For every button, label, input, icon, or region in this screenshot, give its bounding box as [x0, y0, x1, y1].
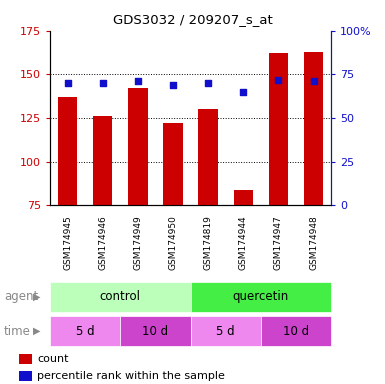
Text: time: time [4, 325, 31, 338]
Text: percentile rank within the sample: percentile rank within the sample [37, 371, 225, 381]
Text: GSM174948: GSM174948 [309, 215, 318, 270]
Text: agent: agent [4, 290, 38, 303]
Text: GSM174946: GSM174946 [98, 215, 107, 270]
Point [170, 82, 176, 88]
Text: GSM174950: GSM174950 [169, 215, 177, 270]
Text: GSM174947: GSM174947 [274, 215, 283, 270]
Point [310, 78, 316, 84]
Point [240, 89, 246, 95]
Bar [58, 97, 77, 336]
Text: 10 d: 10 d [283, 325, 309, 338]
Bar [261, 316, 331, 346]
Bar [50, 316, 120, 346]
Text: GSM174945: GSM174945 [63, 215, 72, 270]
Bar [199, 109, 218, 336]
Text: 5 d: 5 d [216, 325, 235, 338]
Bar [50, 281, 191, 312]
Bar [191, 281, 331, 312]
Point [65, 80, 71, 86]
Bar [304, 52, 323, 336]
Point [205, 80, 211, 86]
Text: quercetin: quercetin [233, 290, 289, 303]
Text: 5 d: 5 d [76, 325, 94, 338]
Bar [19, 371, 32, 381]
Bar [163, 123, 182, 336]
Point [135, 78, 141, 84]
Bar [269, 53, 288, 336]
Text: GSM174819: GSM174819 [204, 215, 213, 270]
Bar [19, 354, 32, 364]
Text: GSM174944: GSM174944 [239, 215, 248, 270]
Bar [234, 190, 253, 336]
Point [275, 76, 281, 83]
Point [100, 80, 106, 86]
Text: 10 d: 10 d [142, 325, 169, 338]
Text: count: count [37, 354, 69, 364]
Bar [93, 116, 112, 336]
Text: GSM174949: GSM174949 [133, 215, 142, 270]
Text: ▶: ▶ [33, 291, 41, 302]
Bar [120, 316, 191, 346]
Text: GDS3032 / 209207_s_at: GDS3032 / 209207_s_at [113, 13, 272, 26]
Text: ▶: ▶ [33, 326, 41, 336]
Bar [128, 88, 147, 336]
Text: control: control [100, 290, 141, 303]
Bar [191, 316, 261, 346]
